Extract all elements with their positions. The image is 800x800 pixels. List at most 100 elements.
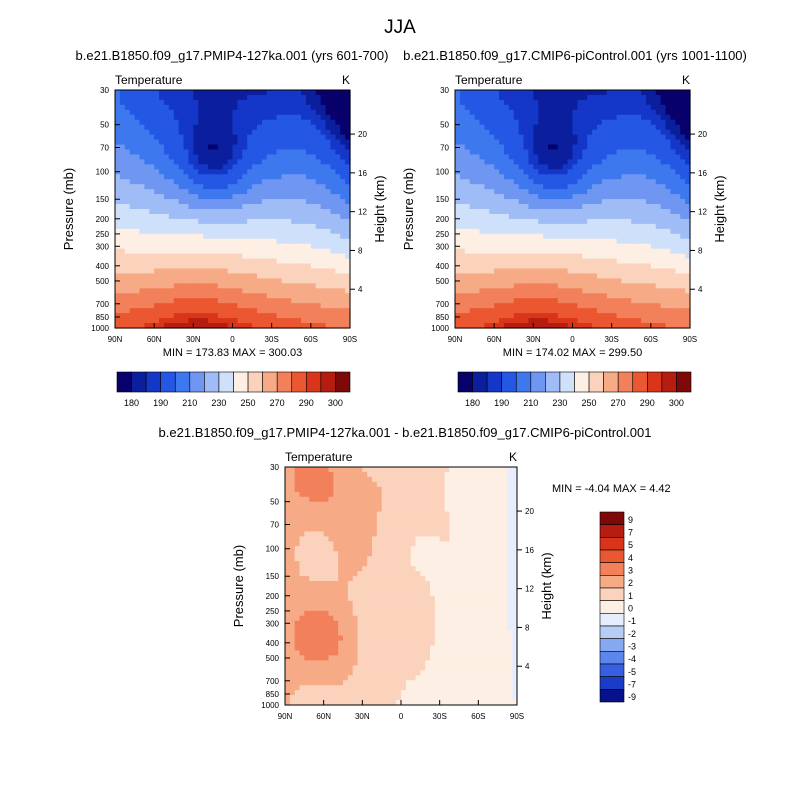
contour-cell [665,184,672,190]
contour-cell [474,263,481,270]
contour-cell [256,238,263,245]
contour-cell [232,308,238,314]
contour-cell [305,94,312,101]
contour-cell [577,139,583,146]
contour-cell [247,119,253,126]
contour-cell [193,218,199,225]
contour-cell [168,194,175,200]
contour-cell [552,278,559,284]
contour-cell [208,174,214,180]
contour-cell [528,258,534,265]
contour-cell [650,104,657,111]
contour-cell [508,209,515,215]
contour-cell [631,179,637,185]
contour-cell [670,149,676,156]
contour-cell [144,204,150,210]
contour-cell [616,253,623,260]
contour-cell [557,184,564,190]
contour-cell [494,258,500,265]
contour-cell [469,283,476,289]
contour-cell [305,209,312,215]
contour-cell [518,258,525,265]
contour-cell [338,481,344,488]
contour-cell [680,99,686,106]
contour-cell [301,114,307,121]
contour-cell [606,194,613,200]
contour-cell [237,268,243,275]
contour-cell [139,308,145,314]
contour-cell [685,293,691,299]
colorbar-label: 270 [611,398,626,408]
contour-cell [139,253,145,260]
contour-cell [660,149,667,156]
contour-cell [469,238,476,245]
contour-cell [601,189,608,195]
contour-cell [464,238,471,245]
contour-cell [596,159,603,165]
contour-cell [345,323,351,329]
contour-cell [119,263,126,270]
contour-cell [562,288,569,294]
contour-cell [252,228,258,235]
contour-cell [489,94,495,101]
contour-cell [124,273,131,280]
contour-cell [367,467,373,473]
contour-cell [645,109,652,116]
contour-cell [650,134,657,141]
contour-cell [513,184,520,190]
contour-cell [650,94,657,101]
contour-cell [410,476,417,483]
contour-cell [261,218,268,225]
contour-cell [538,174,544,180]
contour-cell [494,104,500,111]
contour-cell [562,209,569,215]
contour-cell [552,253,559,260]
contour-cell [203,323,209,329]
contour-cell [242,184,248,190]
contour-cell [163,189,170,195]
contour-cell [626,243,632,250]
contour-cell [552,318,559,324]
contour-cell [124,199,131,205]
contour-cell [650,253,657,260]
contour-cell [144,164,150,170]
contour-cell [276,278,283,284]
contour-cell [641,318,647,324]
contour-cell [562,164,569,170]
contour-cell [650,99,657,106]
contour-cell [203,243,209,250]
contour-cell [217,213,224,220]
contour-cell [587,124,593,131]
contour-cell [587,139,593,146]
contour-cell [328,471,334,478]
contour-cell [582,218,588,225]
contour-cell [606,228,613,235]
contour-cell [621,209,627,215]
contour-cell [587,313,593,319]
contour-cell [415,476,421,483]
contour-cell [548,273,554,280]
contour-cell [168,238,175,245]
contour-cell [149,228,155,235]
contour-cell [193,164,199,170]
contour-cell [159,238,165,245]
contour-cell [168,268,175,275]
contour-cell [335,218,341,225]
contour-cell [183,139,190,146]
contour-cell [119,273,126,280]
contour-cell [286,213,292,220]
contour-cell [134,114,141,121]
contour-cell [330,298,336,304]
contour-cell [587,298,593,304]
contour-cell [310,263,317,270]
contour-cell [626,179,632,185]
contour-cell [305,273,312,280]
contour-cell [286,90,292,96]
contour-cell [315,253,322,260]
contour-cell [538,323,544,329]
contour-cell [567,199,574,205]
contour-cell [606,233,613,240]
contour-cell [680,184,686,190]
contour-cell [296,238,302,245]
contour-cell [252,139,258,146]
